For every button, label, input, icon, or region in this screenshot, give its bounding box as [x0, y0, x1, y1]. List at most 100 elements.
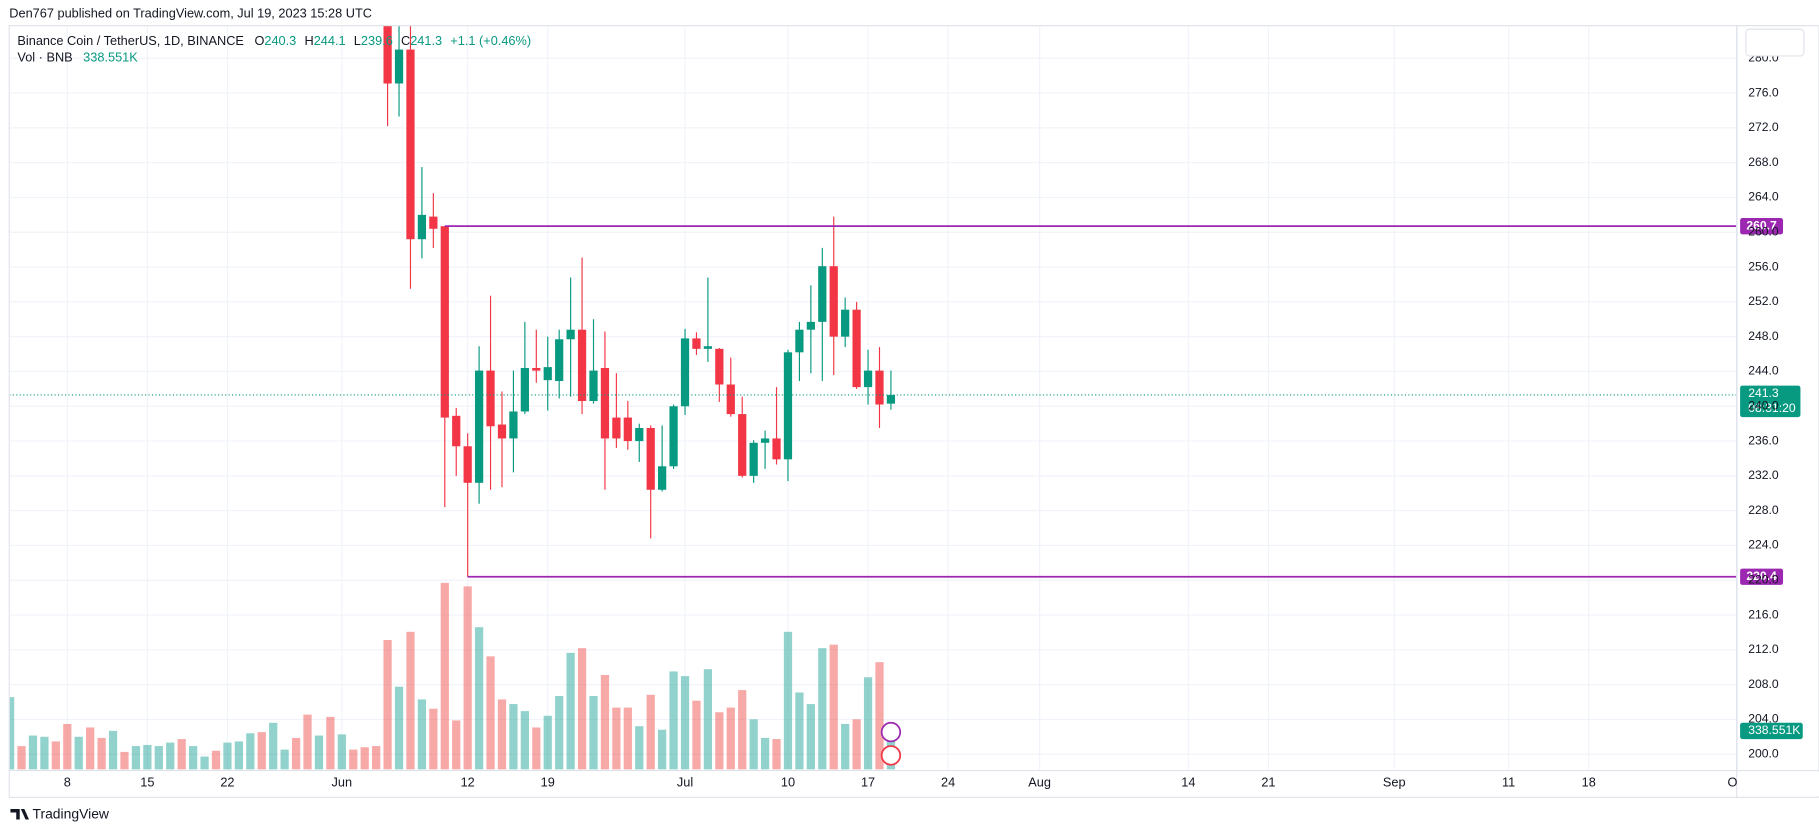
volume-bar	[189, 746, 198, 770]
pane-border	[8, 25, 1819, 798]
volume-bar	[40, 736, 49, 770]
volume-bar	[166, 742, 175, 770]
volume-bar	[795, 692, 804, 770]
event-icon[interactable]	[880, 745, 902, 766]
candle-body	[635, 428, 644, 442]
volume-bar	[452, 720, 461, 770]
volume-bar	[349, 749, 358, 770]
volume-bar	[246, 733, 255, 770]
candle-body	[738, 414, 747, 476]
volume-bar	[360, 747, 369, 770]
ohlc-value: 241.3	[410, 33, 442, 48]
volume-bar	[154, 746, 163, 770]
candle-body	[715, 348, 724, 385]
settings-box[interactable]	[1745, 28, 1805, 57]
candle-body	[452, 415, 461, 447]
volume-bar	[17, 746, 26, 770]
candle-body	[886, 394, 896, 404]
publish-info: Den767 published on TradingView.com, Jul…	[9, 5, 372, 20]
y-tick-label: 204.0	[1748, 712, 1779, 726]
volume-bar	[486, 656, 495, 770]
candle-body	[669, 406, 678, 467]
x-tick-label: 17	[861, 775, 875, 790]
price-axis-bg	[1737, 771, 1819, 797]
candle-body	[600, 367, 610, 439]
candle-body	[680, 338, 690, 407]
x-tick-label: 11	[1502, 775, 1515, 790]
candle-body	[841, 309, 850, 337]
volume-bar	[51, 741, 60, 770]
candle-body	[589, 370, 598, 402]
volume-bar	[303, 714, 312, 770]
volume-bar	[86, 727, 95, 770]
y-tick-label: 208.0	[1748, 677, 1779, 691]
ohlc-label: L	[354, 33, 361, 48]
volume-bar	[9, 697, 15, 770]
tradingview-logo: TradingView	[10, 806, 110, 822]
candle-body	[509, 411, 518, 439]
grid	[9, 25, 1739, 770]
volume-bar	[555, 696, 564, 770]
x-tick-label: Jul	[677, 775, 693, 790]
x-tick-label: Jun	[332, 775, 353, 790]
volume-bar	[474, 627, 484, 770]
volume-bar	[566, 652, 575, 770]
volume-bar	[772, 739, 781, 770]
volume-bar	[108, 730, 118, 770]
candle-body	[566, 329, 575, 340]
event-icon[interactable]	[880, 721, 902, 743]
volume-name: Vol · BNB	[17, 50, 72, 65]
candle-body	[486, 370, 495, 427]
volume-bar	[406, 631, 415, 770]
volume-bar	[863, 677, 873, 770]
candle-body	[646, 428, 655, 490]
x-tick-label: 8	[64, 775, 71, 790]
axes: 200.0 204.0 208.0 212.0 216.0 220.0 224.0 228.0…	[64, 50, 1819, 797]
volume-legend: Vol · BNB 338.551K	[17, 50, 138, 65]
volume-bar	[314, 735, 324, 770]
volume-bar	[829, 644, 838, 770]
x-tick-label: Aug	[1028, 775, 1051, 790]
ohlc-label: O	[254, 33, 264, 48]
x-tick-label: Sep	[1383, 775, 1406, 790]
volume-bar	[383, 640, 392, 770]
y-tick-label: 240.0	[1748, 398, 1779, 412]
candle-body	[703, 346, 713, 349]
y-tick-label: 200.0	[1748, 746, 1779, 760]
volume-bar	[726, 707, 735, 770]
x-tick-label: 22	[220, 775, 234, 790]
volume-bar	[783, 631, 793, 770]
volume-bar	[852, 719, 861, 770]
volume-bar	[749, 719, 758, 770]
change: +1.1 (+0.46%)	[450, 33, 531, 48]
y-tick-label: 248.0	[1748, 329, 1779, 343]
volume-bar	[738, 690, 747, 770]
volume-bar	[63, 723, 72, 770]
volume-bar	[680, 676, 690, 770]
volume-bar	[818, 648, 827, 770]
candle-body	[612, 417, 621, 439]
candle-body	[406, 49, 415, 240]
level-label-bg	[1740, 218, 1784, 235]
volume-bar	[623, 707, 632, 770]
x-tick-label: 15	[140, 775, 154, 790]
volume-bar	[715, 712, 724, 770]
volume-bar	[131, 746, 141, 770]
y-tick-label: 224.0	[1748, 538, 1779, 552]
x-tick-label: 24	[941, 775, 955, 790]
y-tick-label: 260.0	[1748, 224, 1779, 238]
legend: Binance Coin / TetherUS, 1D, BINANCE O24…	[17, 33, 531, 48]
x-tick-label: 19	[541, 775, 555, 790]
candle-body	[772, 438, 781, 460]
ohlc-value: 239.6	[361, 33, 393, 48]
y-tick-label: 264.0	[1748, 190, 1779, 204]
candle-body	[429, 216, 438, 229]
x-tick-label: 14	[1181, 775, 1195, 790]
volume-bar	[28, 735, 38, 770]
volume-bar	[440, 582, 449, 770]
volume-bar	[875, 662, 884, 770]
volume-bar	[692, 700, 701, 770]
overlays: 260.7 220.4 241.308:31:20 338.551K	[9, 218, 1803, 766]
